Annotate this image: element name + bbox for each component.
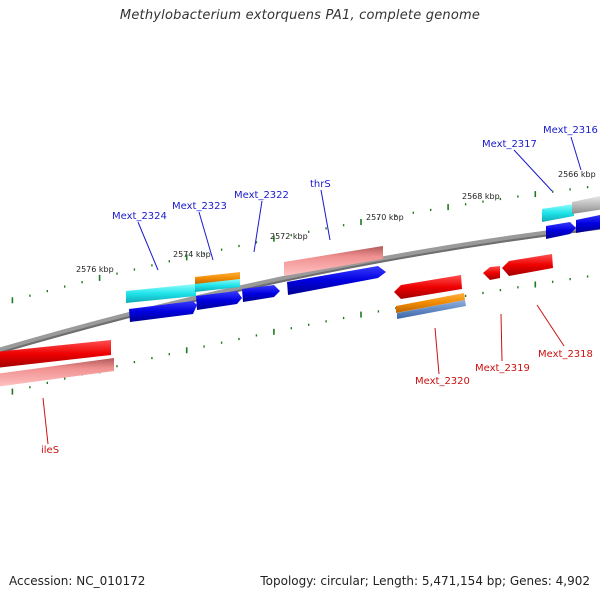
feature-cds-cyan[interactable] [542,204,574,222]
scale-label: 2566 kbp [558,170,596,179]
feature-cds-steel[interactable] [397,300,466,319]
feature-cds-pink[interactable] [0,358,114,387]
gene-label-mext-2322[interactable]: Mext_2322 [234,190,289,201]
connector-line [198,211,214,261]
scale-ticks-inner [11,275,589,395]
feature-cds-grey[interactable] [572,195,600,214]
gene-label-mext-2316[interactable]: Mext_2316 [543,125,598,136]
gene-label-mext-2320[interactable]: Mext_2320 [415,376,470,387]
feature-gene-blue[interactable] [129,301,197,322]
connector-line [513,149,553,192]
scale-ticks-outer [11,186,589,304]
scale-label: 2574 kbp [173,250,211,259]
feature-gene-red[interactable] [0,340,111,368]
connector-line [42,397,49,445]
feature-gene-blue[interactable] [196,291,242,310]
connector-line [536,304,565,347]
connector-line [320,189,331,241]
forward-features [126,195,600,322]
feature-cds-pink[interactable] [284,246,383,276]
feature-cds-orange[interactable] [195,272,240,285]
feature-gene-blue[interactable] [287,266,386,295]
feature-cds-orange[interactable] [396,293,465,313]
scale-label: 2570 kbp [366,213,404,222]
feature-gene-blue[interactable] [546,222,576,239]
genome-backbone [0,223,600,354]
genome-backbone-shadow [0,227,600,354]
feature-gene-red[interactable] [483,266,500,280]
gene-label-iles[interactable]: ileS [41,445,59,456]
scale-label: 2568 kbp [462,192,500,201]
map-title: Methylobacterium extorquens PA1, complet… [119,8,481,23]
accession-text: Accession: NC_010172 [9,574,146,588]
gene-label-mext-2323[interactable]: Mext_2323 [172,201,227,212]
feature-gene-red[interactable] [502,254,553,276]
feature-gene-blue[interactable] [242,285,280,302]
genome-summary-text: Topology: circular; Length: 5,471,154 bp… [260,574,590,588]
gene-label-mext-2319[interactable]: Mext_2319 [475,363,530,374]
connector-line [434,327,440,375]
scale-label: 2572 kbp [270,232,308,241]
connector-line [137,221,159,271]
feature-gene-blue[interactable] [576,214,600,233]
gene-label-mext-2317[interactable]: Mext_2317 [482,139,537,150]
gene-labels: Mext_2316 Mext_2317 thrS Mext_2322 Mext_… [41,125,598,456]
gene-label-thrs[interactable]: thrS [310,179,331,190]
scale-label: 2576 kbp [76,265,114,274]
feature-cds-cyan[interactable] [126,284,196,303]
reverse-features [0,254,553,387]
gene-label-mext-2318[interactable]: Mext_2318 [538,349,593,360]
scale-labels: 2576 kbp 2574 kbp 2572 kbp 2570 kbp 2568… [76,170,596,274]
connector-line [570,136,582,171]
gene-label-mext-2324[interactable]: Mext_2324 [112,211,167,222]
connector-line [500,313,503,362]
feature-gene-red[interactable] [394,275,462,299]
connector-line [253,200,263,253]
feature-cds-cyan[interactable] [195,279,240,292]
label-connectors [42,136,582,445]
